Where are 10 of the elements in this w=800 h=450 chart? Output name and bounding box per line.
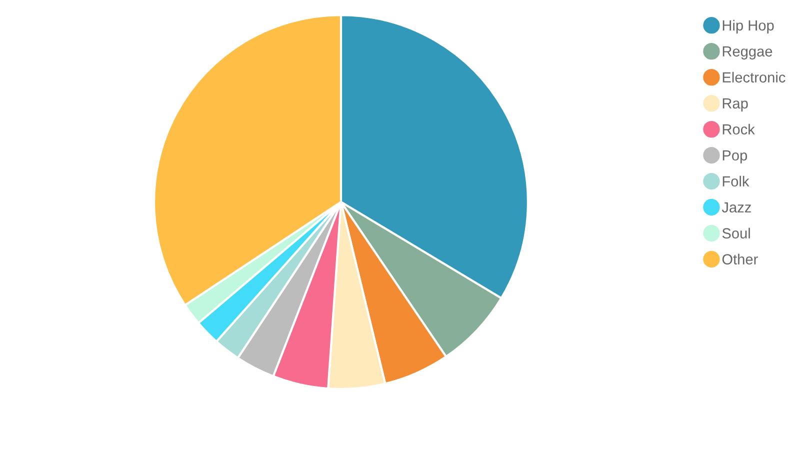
legend-label: Pop [722, 150, 748, 164]
legend-label: Reggae [722, 46, 772, 60]
legend-label: Other [722, 254, 758, 264]
legend-label: Rap [722, 98, 748, 112]
legend-label: Rock [722, 124, 755, 135]
legend-label: Jazz [722, 202, 751, 213]
legend-label: Folk [722, 176, 750, 187]
legend-label: Soul [722, 228, 750, 239]
legend-label: Electronic [722, 72, 786, 83]
legend-label: Hip Hop [722, 20, 774, 34]
